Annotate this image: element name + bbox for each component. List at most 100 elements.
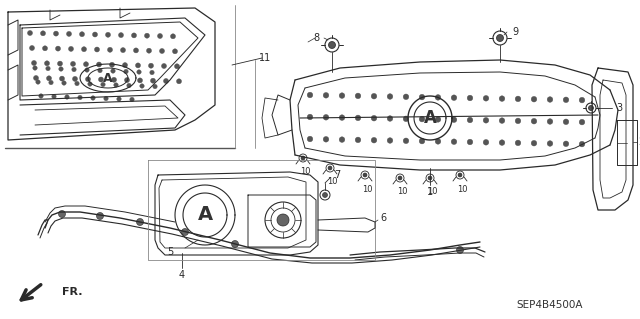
Circle shape	[419, 138, 425, 144]
Circle shape	[161, 63, 166, 69]
Circle shape	[29, 46, 35, 50]
Circle shape	[547, 119, 553, 124]
Circle shape	[97, 212, 104, 219]
Circle shape	[72, 76, 77, 81]
Circle shape	[28, 31, 33, 35]
Text: 8: 8	[314, 33, 320, 43]
Circle shape	[109, 62, 115, 67]
Circle shape	[58, 61, 63, 66]
Circle shape	[563, 119, 569, 125]
Text: 10: 10	[300, 167, 310, 176]
Circle shape	[467, 95, 473, 101]
Circle shape	[49, 80, 53, 85]
Circle shape	[499, 118, 505, 123]
Circle shape	[547, 97, 553, 102]
Circle shape	[323, 137, 329, 142]
Circle shape	[40, 31, 45, 36]
Circle shape	[579, 97, 585, 103]
Circle shape	[75, 81, 79, 86]
Circle shape	[339, 137, 345, 142]
Circle shape	[150, 70, 154, 75]
Circle shape	[147, 48, 152, 53]
Circle shape	[62, 81, 66, 85]
Circle shape	[458, 173, 462, 177]
Circle shape	[589, 106, 593, 110]
Text: 10: 10	[427, 188, 437, 197]
Circle shape	[328, 166, 332, 170]
Circle shape	[42, 46, 47, 51]
Circle shape	[451, 117, 457, 122]
Circle shape	[47, 76, 51, 81]
Circle shape	[323, 115, 329, 120]
Circle shape	[371, 93, 377, 99]
Circle shape	[159, 48, 164, 54]
Circle shape	[419, 116, 425, 122]
Circle shape	[483, 139, 489, 145]
Circle shape	[84, 68, 89, 72]
Text: A: A	[197, 205, 212, 225]
Circle shape	[101, 82, 105, 87]
Circle shape	[138, 78, 143, 83]
Circle shape	[170, 34, 175, 39]
Circle shape	[58, 211, 65, 218]
Circle shape	[355, 93, 361, 99]
Text: 10: 10	[397, 188, 407, 197]
Text: 1: 1	[427, 187, 433, 197]
Circle shape	[140, 84, 144, 88]
Circle shape	[108, 47, 113, 52]
Circle shape	[371, 115, 377, 121]
Text: 10: 10	[457, 184, 467, 194]
Circle shape	[145, 33, 150, 38]
Circle shape	[175, 64, 179, 69]
Circle shape	[483, 95, 489, 101]
Circle shape	[86, 77, 90, 82]
Circle shape	[307, 114, 313, 120]
Circle shape	[78, 95, 82, 100]
Text: 9: 9	[512, 27, 518, 37]
Circle shape	[467, 139, 473, 145]
Circle shape	[403, 94, 409, 100]
Circle shape	[131, 33, 136, 38]
Circle shape	[277, 214, 289, 226]
Circle shape	[531, 140, 537, 146]
Circle shape	[98, 68, 102, 73]
Circle shape	[515, 96, 521, 102]
Circle shape	[83, 62, 88, 67]
Circle shape	[130, 97, 134, 102]
Circle shape	[483, 117, 489, 123]
Circle shape	[451, 139, 457, 145]
Circle shape	[45, 61, 49, 66]
Circle shape	[398, 176, 402, 180]
Circle shape	[81, 47, 86, 52]
Circle shape	[499, 140, 505, 145]
Text: 5: 5	[167, 247, 173, 257]
Circle shape	[157, 33, 163, 39]
Circle shape	[403, 138, 409, 144]
Circle shape	[91, 96, 95, 100]
Circle shape	[70, 61, 76, 66]
Circle shape	[307, 92, 313, 98]
Circle shape	[173, 49, 177, 54]
Circle shape	[531, 96, 537, 102]
Circle shape	[579, 141, 585, 147]
Circle shape	[563, 141, 569, 147]
Text: FR.: FR.	[62, 287, 83, 297]
Circle shape	[148, 63, 154, 68]
Circle shape	[451, 95, 457, 100]
Circle shape	[435, 117, 441, 122]
Circle shape	[116, 97, 121, 101]
Circle shape	[33, 76, 38, 80]
Circle shape	[531, 118, 537, 124]
Circle shape	[46, 66, 50, 71]
Circle shape	[435, 138, 441, 144]
Circle shape	[579, 119, 585, 125]
Circle shape	[39, 94, 44, 98]
Circle shape	[65, 95, 69, 99]
Circle shape	[547, 141, 553, 146]
Circle shape	[93, 32, 97, 37]
Circle shape	[419, 94, 425, 100]
Circle shape	[515, 118, 521, 124]
Circle shape	[99, 77, 104, 82]
Circle shape	[428, 176, 432, 180]
Circle shape	[328, 41, 335, 48]
